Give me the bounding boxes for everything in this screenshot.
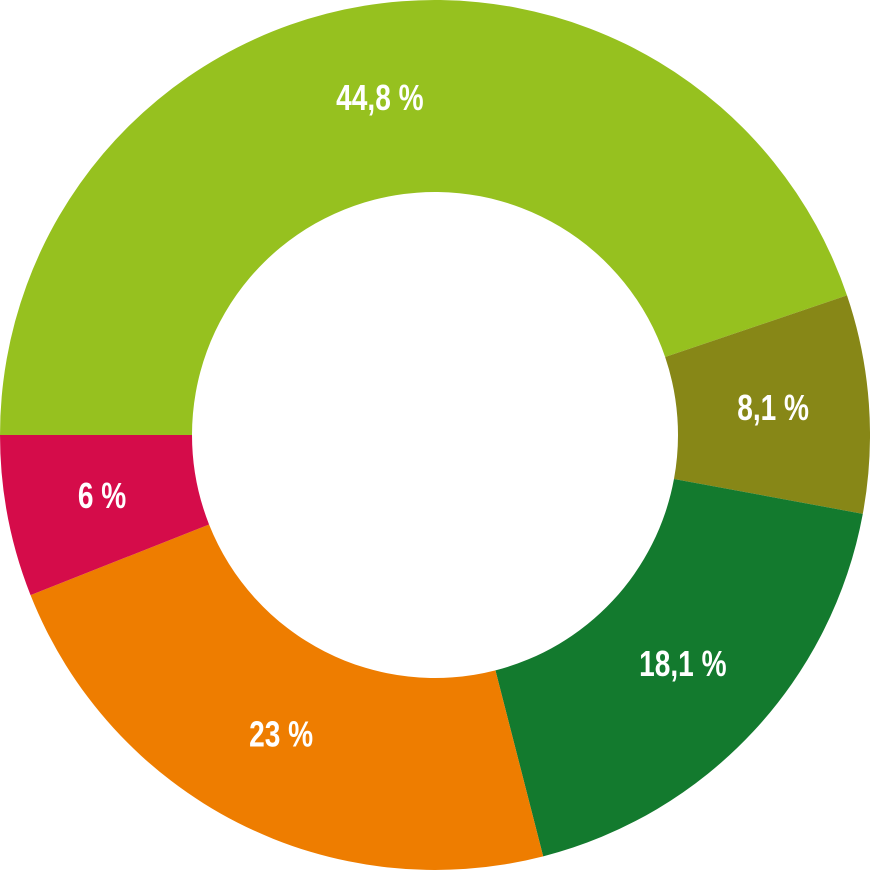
value-label: 8,1 % (737, 388, 809, 428)
donut-slice (0, 435, 210, 596)
value-label: 44,8 % (336, 78, 423, 118)
value-label: 18,1 % (639, 643, 726, 683)
donut-slice (665, 295, 870, 514)
donut-slice (495, 479, 863, 857)
value-label: 23 % (249, 714, 313, 754)
value-label: 6 % (78, 476, 126, 516)
donut-slice (30, 524, 544, 870)
donut-slice (0, 0, 847, 435)
